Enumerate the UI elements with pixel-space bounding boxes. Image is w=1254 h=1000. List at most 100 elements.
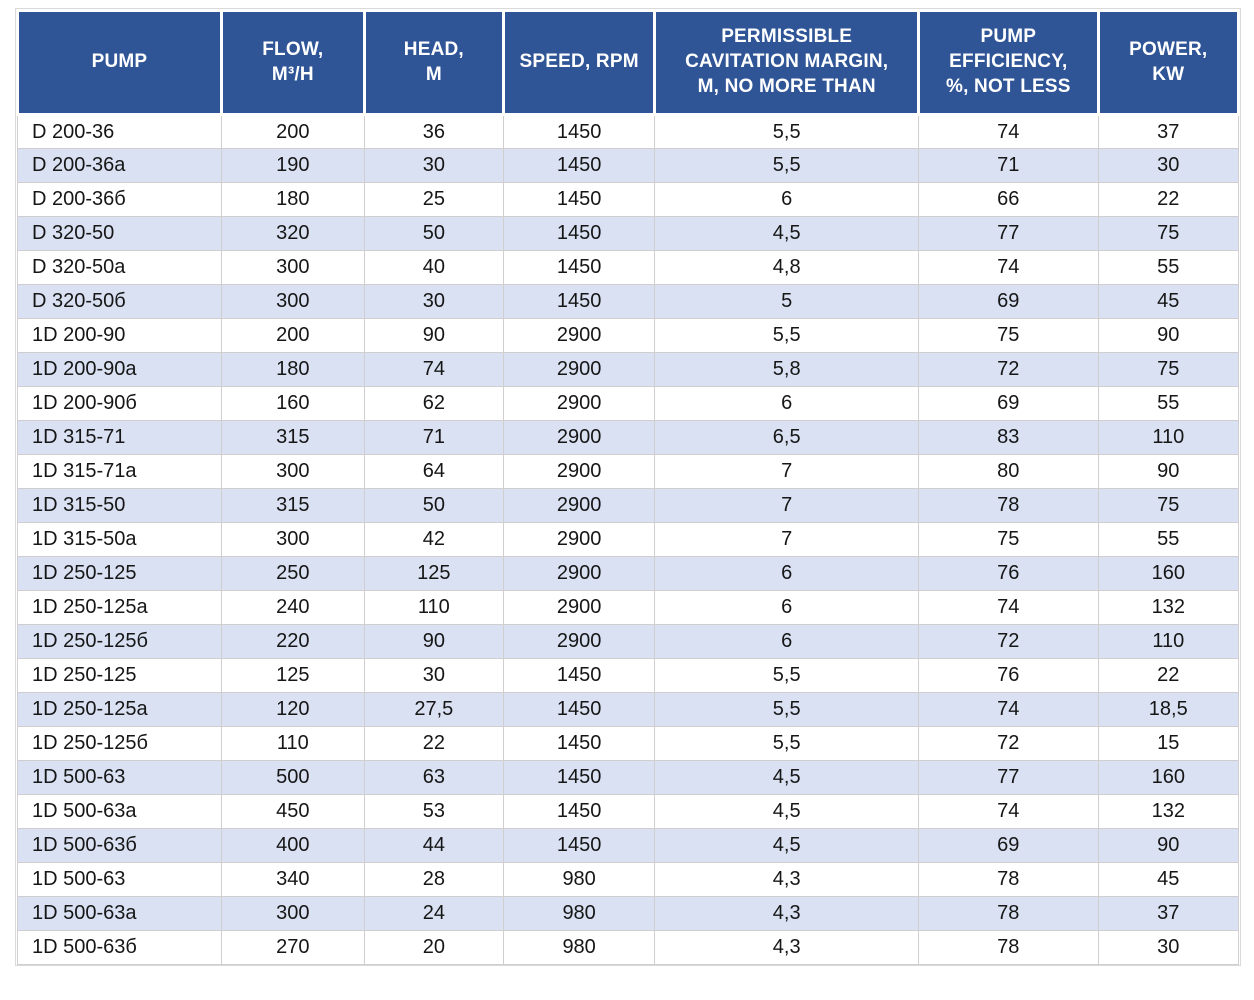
table-cell: 55	[1097, 386, 1240, 421]
table-cell: 76	[918, 658, 1099, 693]
table-cell: 75	[1097, 488, 1240, 523]
table-cell: 160	[1097, 760, 1240, 795]
table-cell: 78	[918, 488, 1099, 523]
pump-table-container: PUMP FLOW, M³/H HEAD, M SPEED, RPM PERMI…	[15, 8, 1241, 966]
table-cell: 5,5	[654, 148, 920, 183]
table-cell: 63	[363, 760, 504, 795]
table-cell: 4,3	[654, 930, 920, 965]
table-cell: 5,5	[654, 692, 920, 727]
table-cell: 4,5	[654, 828, 920, 863]
table-row: 1D 315-71 315 71 2900 6,5 83 110	[17, 420, 1240, 455]
table-row: 1D 500-63а 300 24 980 4,3 78 37	[17, 896, 1240, 931]
table-cell: 45	[1097, 284, 1240, 319]
table-cell: 1450	[502, 216, 656, 251]
table-cell: 2900	[502, 454, 656, 489]
table-row: 1D 315-50а 300 42 2900 7 75 55	[17, 522, 1240, 557]
table-cell: 7	[654, 454, 920, 489]
table-cell: 78	[918, 896, 1099, 931]
table-cell: 27,5	[363, 692, 504, 727]
table-cell: 200	[220, 318, 365, 353]
table-row: 1D 500-63б 400 44 1450 4,5 69 90	[17, 828, 1240, 863]
table-cell: 1450	[502, 148, 656, 183]
table-cell: 500	[220, 760, 365, 795]
table-cell: 74	[918, 692, 1099, 727]
table-cell: 20	[363, 930, 504, 965]
table-cell: 75	[1097, 216, 1240, 251]
table-cell: 110	[363, 590, 504, 625]
column-header-flow: FLOW, M³/H	[219, 9, 366, 116]
table-cell: 80	[918, 454, 1099, 489]
table-cell: 55	[1097, 522, 1240, 557]
pump-name-cell: 1D 500-63б	[17, 828, 222, 863]
table-cell: 240	[220, 590, 365, 625]
pump-name-cell: 1D 250-125а	[17, 692, 222, 727]
table-cell: 30	[363, 658, 504, 693]
table-cell: 15	[1097, 726, 1240, 761]
table-cell: 74	[918, 114, 1099, 149]
table-cell: 132	[1097, 590, 1240, 625]
table-cell: 83	[918, 420, 1099, 455]
table-cell: 74	[363, 352, 504, 387]
pump-name-cell: D 320-50б	[17, 284, 222, 319]
table-cell: 7	[654, 522, 920, 557]
table-cell: 30	[363, 148, 504, 183]
table-cell: 22	[1097, 182, 1240, 217]
table-cell: 18,5	[1097, 692, 1240, 727]
table-cell: 250	[220, 556, 365, 591]
table-cell: 980	[502, 896, 656, 931]
pump-name-cell: 1D 250-125	[17, 556, 222, 591]
table-cell: 2900	[502, 556, 656, 591]
table-cell: 2900	[502, 590, 656, 625]
table-cell: 5,5	[654, 114, 920, 149]
table-cell: 50	[363, 488, 504, 523]
table-row: 1D 250-125б 110 22 1450 5,5 72 15	[17, 726, 1240, 761]
table-cell: 1450	[502, 794, 656, 829]
table-cell: 75	[918, 522, 1099, 557]
pump-name-cell: D 200-36	[17, 114, 222, 149]
table-cell: 160	[1097, 556, 1240, 591]
table-cell: 22	[363, 726, 504, 761]
table-cell: 6	[654, 182, 920, 217]
table-cell: 5,5	[654, 318, 920, 353]
table-cell: 5	[654, 284, 920, 319]
table-cell: 190	[220, 148, 365, 183]
table-cell: 37	[1097, 114, 1240, 149]
table-cell: 25	[363, 182, 504, 217]
table-cell: 44	[363, 828, 504, 863]
table-cell: 64	[363, 454, 504, 489]
pump-name-cell: D 200-36а	[17, 148, 222, 183]
column-header-speed: SPEED, RPM	[501, 9, 657, 116]
table-row: 1D 315-50 315 50 2900 7 78 75	[17, 488, 1240, 523]
table-cell: 110	[1097, 624, 1240, 659]
pump-name-cell: 1D 500-63	[17, 862, 222, 897]
table-cell: 90	[363, 624, 504, 659]
pump-name-cell: 1D 250-125	[17, 658, 222, 693]
table-row: 1D 500-63 500 63 1450 4,5 77 160	[17, 760, 1240, 795]
table-cell: 2900	[502, 386, 656, 421]
pump-name-cell: 1D 500-63б	[17, 930, 222, 965]
table-cell: 2900	[502, 352, 656, 387]
table-cell: 125	[363, 556, 504, 591]
table-cell: 71	[918, 148, 1099, 183]
table-cell: 74	[918, 794, 1099, 829]
pump-name-cell: 1D 200-90	[17, 318, 222, 353]
table-cell: 90	[1097, 454, 1240, 489]
table-cell: 72	[918, 726, 1099, 761]
table-row: 1D 500-63б 270 20 980 4,3 78 30	[17, 930, 1240, 965]
table-cell: 6	[654, 386, 920, 421]
table-cell: 24	[363, 896, 504, 931]
table-cell: 1450	[502, 828, 656, 863]
pump-name-cell: 1D 315-50а	[17, 522, 222, 557]
table-cell: 110	[220, 726, 365, 761]
table-cell: 53	[363, 794, 504, 829]
header-row: PUMP FLOW, M³/H HEAD, M SPEED, RPM PERMI…	[16, 9, 1241, 116]
table-cell: 340	[220, 862, 365, 897]
table-cell: 75	[918, 318, 1099, 353]
table-body: D 200-36 200 36 1450 5,5 74 37 D 200-36а 190 30 14…	[17, 114, 1240, 965]
table-cell: 6	[654, 624, 920, 659]
pump-name-cell: D 320-50а	[17, 250, 222, 285]
pump-name-cell: 1D 200-90б	[17, 386, 222, 421]
table-cell: 30	[363, 284, 504, 319]
table-row: 1D 250-125а 120 27,5 1450 5,5 74 18,5	[17, 692, 1240, 727]
table-cell: 270	[220, 930, 365, 965]
